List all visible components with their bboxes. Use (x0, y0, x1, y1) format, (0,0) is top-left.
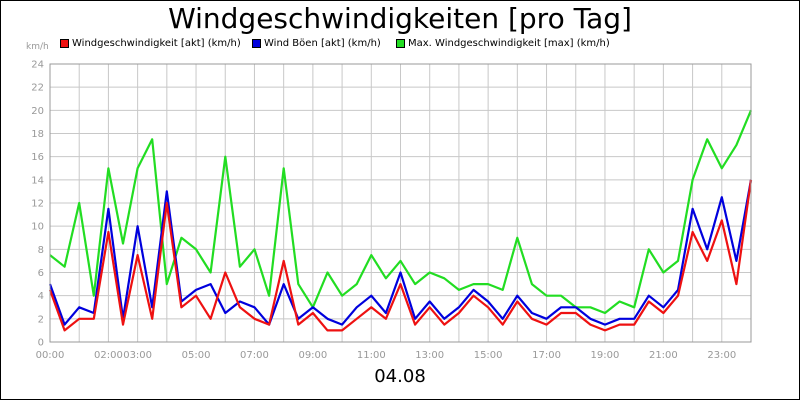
date-label: 04.08 (374, 366, 426, 387)
series-line-2 (48, 179, 753, 332)
y-tick-label: 18 (31, 129, 44, 140)
legend-label-max: Max. Windgeschwindigkeit [max] (km/h) (408, 38, 610, 49)
y-tick-label: 12 (31, 199, 44, 210)
x-tick-label: 21:00 (649, 350, 678, 361)
y-axis-unit: km/h (26, 42, 49, 52)
legend-swatch-max (396, 39, 405, 48)
x-tick-label: 09:00 (298, 350, 327, 361)
y-tick-label: 14 (31, 175, 44, 186)
legend-swatch-gust (252, 39, 261, 48)
legend-swatch-speed (60, 39, 69, 48)
y-tick-label: 4 (38, 291, 44, 302)
y-tick-label: 10 (31, 222, 44, 233)
plot-border (49, 63, 752, 343)
y-tick-label: 6 (38, 268, 44, 279)
x-tick-label: 03:00 (123, 350, 152, 361)
chart-title: Windgeschwindigkeiten [pro Tag] (168, 2, 632, 35)
y-tick-label: 0 (38, 338, 44, 349)
y-tick-label: 2 (38, 314, 44, 325)
y-tick-label: 20 (31, 106, 44, 117)
y-tick-label: 16 (31, 152, 44, 163)
x-tick-label: 13:00 (415, 350, 444, 361)
x-tick-label: 07:00 (240, 350, 269, 361)
x-tick-label: 02:00 (94, 350, 123, 361)
x-tick-label: 05:00 (182, 350, 211, 361)
legend-label-speed: Windgeschwindigkeit [akt] (km/h) (72, 38, 241, 49)
x-tick-label: 15:00 (474, 350, 503, 361)
legend-label-gust: Wind Böen [akt] (km/h) (264, 38, 381, 49)
x-tick-label: 23:00 (707, 350, 736, 361)
x-tick-label: 11:00 (357, 350, 386, 361)
x-tick-label: 19:00 (591, 350, 620, 361)
x-tick-label: 17:00 (532, 350, 561, 361)
y-tick-label: 8 (38, 245, 44, 256)
x-tick-label: 00:00 (36, 350, 65, 361)
y-tick-label: 22 (31, 83, 44, 94)
series-line-0 (49, 109, 753, 315)
y-tick-label: 24 (31, 60, 44, 71)
